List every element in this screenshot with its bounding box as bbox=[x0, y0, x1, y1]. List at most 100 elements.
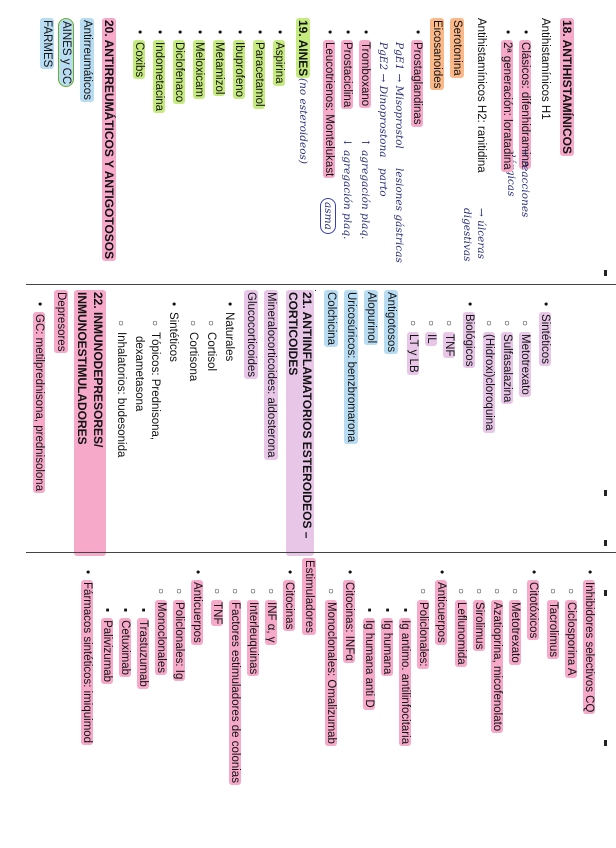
aine-item: Ibuprofeno bbox=[232, 30, 246, 100]
eicosanoides: Eicosanoides bbox=[430, 18, 444, 91]
pge1-note: lesiones gástricas bbox=[393, 168, 405, 263]
aine-item: Indometacina bbox=[152, 30, 166, 114]
aines-cc: AINES y CC bbox=[58, 18, 74, 88]
sinteticos-gluco: Sintéticos bbox=[166, 302, 180, 362]
naturales: Naturales bbox=[222, 302, 236, 361]
section-19-title: 19. AINES bbox=[296, 18, 310, 79]
cetuximab: Cetuximab bbox=[118, 608, 132, 678]
palivizumab: Palivizumab bbox=[100, 608, 114, 685]
segunda-generacion: 2ª generación: loratadina bbox=[500, 30, 514, 172]
aine-label: Diclofenaco bbox=[173, 40, 185, 105]
aine-label: Ibuprofeno bbox=[233, 40, 245, 100]
gc-glucocorticoides: GC: metilprednisona, prednisolona bbox=[32, 302, 46, 494]
section-22-title: 22. INMUNODEPRESORES/ INMUNOESTIMULADORE… bbox=[74, 290, 106, 556]
tromboxano-note: ↑ agregación plaq. bbox=[359, 138, 371, 240]
sinteticos: Sintéticos bbox=[538, 302, 552, 366]
pge1: PgE1 → Misoprostol bbox=[393, 42, 405, 149]
policlonales: Policlonales: bbox=[415, 588, 430, 669]
cortisol: Cortisol bbox=[203, 320, 218, 371]
prostaglandinas: Prostaglandinas bbox=[410, 30, 424, 127]
column-3: Inhibidores selectivos CQ Ciclosporina A… bbox=[0, 552, 616, 828]
tromboxano: Tromboxano bbox=[358, 30, 372, 109]
column-1: 18. ANTIHISTAMÍNICOS Antihistamínicos H1… bbox=[0, 18, 616, 288]
sirolimus: Sirolimus bbox=[471, 588, 486, 652]
farmacos-sinteticos: Fármacos sintéticos: imiquimod bbox=[80, 570, 94, 746]
scan-edge-mark bbox=[604, 490, 607, 496]
farmes: FARMES bbox=[40, 18, 54, 70]
interleuquinas: Interleuquinas bbox=[245, 588, 260, 677]
aine-item: Metamizol bbox=[212, 30, 226, 97]
scan-edge-mark bbox=[604, 590, 607, 596]
aine-item: Coxibs bbox=[132, 30, 146, 80]
aine-item: Diclofenaco bbox=[172, 30, 186, 105]
antihistaminicos-h2: Antihistamínicos H2: ranitidina bbox=[475, 18, 487, 173]
inhibidores-cq: Inhibidores selectivos CQ bbox=[582, 570, 596, 715]
il: IL bbox=[423, 320, 438, 346]
serotonina: Serotonina bbox=[450, 18, 464, 78]
monoclonales-estim: Monoclonales bbox=[153, 588, 168, 676]
citocinas-infa: Citocinas: INFα bbox=[342, 570, 356, 663]
anticuerpos-estim: Anticuerpos bbox=[190, 570, 204, 645]
glucocorticoides: Glucocorticoides bbox=[244, 290, 258, 380]
aine-label: Meloxicam bbox=[193, 40, 205, 99]
leflunomida: Leflunomida bbox=[453, 588, 468, 667]
aine-label: Coxibs bbox=[133, 40, 145, 80]
section-20-title: 20. ANTIRREUMÁTICOS Y ANTIGOTOSOS bbox=[102, 18, 116, 262]
scan-edge-mark bbox=[604, 540, 607, 546]
lt-y-lb: LT y LB bbox=[405, 320, 420, 375]
tnf: TNF bbox=[441, 320, 456, 359]
aine-item: Aspirina bbox=[272, 30, 286, 86]
section-18-title: 18. ANTIHISTAMÍNICOS bbox=[560, 18, 574, 157]
antih2-note: → úlceras digestivas bbox=[461, 208, 487, 262]
anticuerpos: Anticuerpos bbox=[434, 570, 448, 645]
mineralocorticoides: Mineralocorticoides: aldosterona bbox=[264, 290, 278, 460]
dexametasona: dexametasona bbox=[133, 336, 145, 412]
cortisona: Cortisona bbox=[185, 320, 200, 381]
ig-humana-anti-d: Ig humana anti D bbox=[362, 608, 376, 710]
pge2: PgE2 → Dinoprostona bbox=[377, 42, 389, 158]
ig-antilinfocitaria: Ig antimo. antilinfocitaria bbox=[398, 608, 412, 747]
citotoxicos: Citotóxicos bbox=[526, 570, 540, 641]
section-19-note: (no esteroideos) bbox=[297, 78, 309, 164]
prostaciclina: Prostaciclina bbox=[340, 30, 354, 110]
estimuladores: Estimuladores bbox=[302, 558, 316, 635]
antirreumaticos: Antirreumáticos bbox=[80, 18, 94, 102]
colchicina: Colchicina bbox=[324, 290, 338, 348]
scan-edge-mark bbox=[604, 270, 607, 276]
ciclosporina: Ciclosporina A bbox=[563, 588, 578, 678]
azatioprina: Azatioprina, micofenolato bbox=[489, 588, 504, 734]
sulfasalazina: Sulfasalazina bbox=[499, 320, 514, 405]
policlonales-ig: Policlonales: Ig bbox=[171, 588, 186, 682]
tnf-c3: TNF bbox=[209, 588, 224, 627]
aine-item: Paracetamol bbox=[252, 30, 266, 109]
depresores: Depresores bbox=[54, 290, 68, 354]
aine-label: Metamizol bbox=[213, 40, 225, 97]
scan-edge-mark bbox=[604, 740, 607, 746]
section-21-title: 21. ANTIINFLAMATORIOS ESTEROIDEOS – CORT… bbox=[286, 290, 314, 556]
monoclonales-omalizumab: Monoclonales: Omalizumab bbox=[323, 588, 338, 746]
metotrexato: Metotrexato bbox=[517, 320, 532, 397]
citocinas: Citocinas bbox=[282, 570, 296, 632]
topicos: Tópicos: Prednisona, bbox=[147, 320, 162, 440]
ig-humana: Ig humana bbox=[380, 608, 394, 677]
inhalatorios: Inhalatorios: budesonida bbox=[113, 320, 128, 457]
pge2-note: parto bbox=[377, 168, 389, 197]
tacrolimus: Tacrolimus bbox=[545, 588, 560, 660]
aine-label: Aspirina bbox=[273, 40, 285, 86]
asma-note: asma bbox=[320, 198, 336, 234]
factores-estimuladores: Factores estimuladores de colonias bbox=[227, 588, 242, 785]
column-divider-left bbox=[26, 284, 616, 285]
aine-item: Meloxicam bbox=[192, 30, 206, 99]
antihistaminicos-h1: Antihistamínicos H1 bbox=[539, 18, 551, 120]
leucotrienos: Leucotrienos: Montelukast bbox=[322, 30, 336, 179]
alopurinol: Alopurinol bbox=[364, 290, 378, 346]
inf-alfa-gamma: INF α, γ bbox=[263, 588, 278, 645]
antigotosos: Antigotosos bbox=[384, 290, 398, 355]
prostaciclina-note: ↓ agregación plaq. bbox=[341, 138, 353, 240]
trastuzumab: Trastuzumab bbox=[136, 608, 150, 689]
hidroxicloroquina: (Hidroxi)cloroquina bbox=[481, 320, 496, 433]
biologicos: Biológicos bbox=[462, 302, 476, 369]
aine-label: Indometacina bbox=[153, 40, 165, 114]
